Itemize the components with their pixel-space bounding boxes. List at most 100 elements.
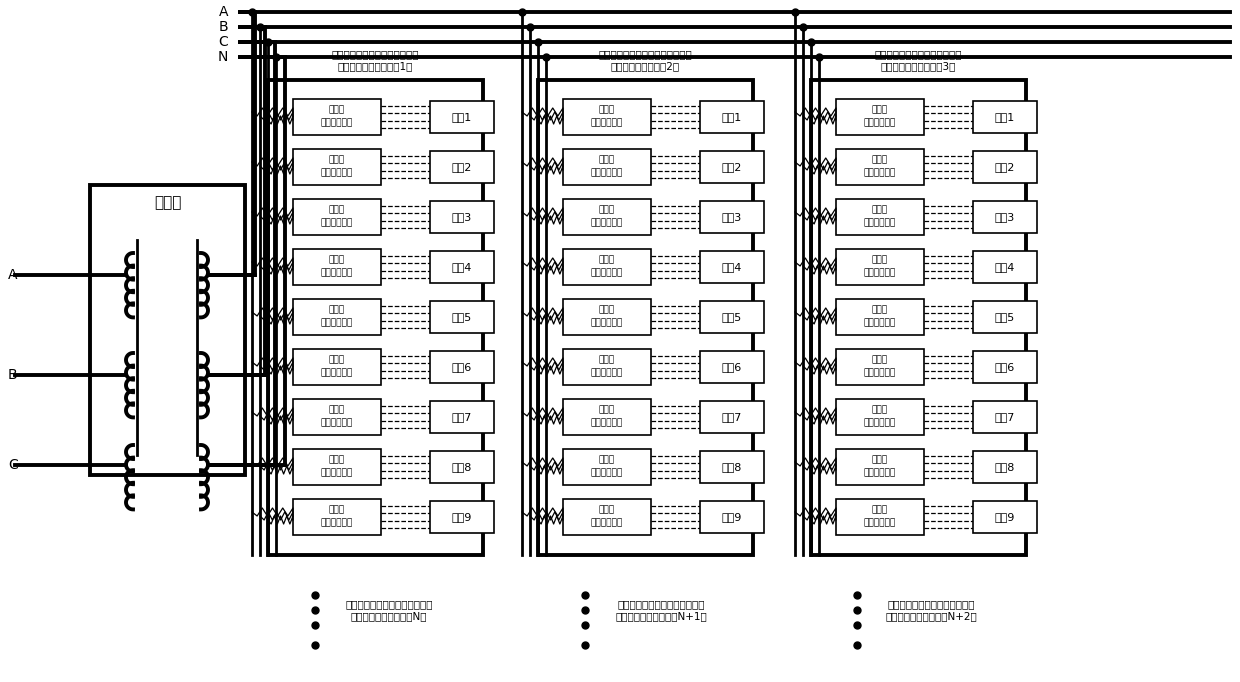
Text: 用户2: 用户2 — [451, 162, 472, 172]
Bar — [293, 149, 381, 185]
Bar — [430, 501, 494, 533]
Text: 智能调相装置: 智能调相装置 — [591, 519, 624, 528]
Bar — [293, 249, 381, 285]
Bar — [430, 251, 494, 283]
Bar — [701, 251, 764, 283]
Text: 智能调相装置: 智能调相装置 — [591, 269, 624, 278]
Text: 智能调相装置: 智能调相装置 — [864, 519, 897, 528]
Bar — [836, 199, 924, 235]
Text: 用户6: 用户6 — [451, 362, 472, 372]
Text: 智能调相装置: 智能调相装置 — [591, 469, 624, 477]
Bar — [701, 351, 764, 383]
Text: 智能调相装置: 智能调相装置 — [864, 369, 897, 378]
Text: 基于物联网、大数据的低压自动预
分布三相线路平衡符2号: 基于物联网、大数据的低压自动预 分布三相线路平衡符2号 — [599, 49, 692, 71]
Text: 智能调相装置: 智能调相装置 — [864, 269, 897, 278]
Bar — [563, 299, 651, 335]
Text: 物联网: 物联网 — [599, 255, 615, 265]
Text: 智能调相装置: 智能调相装置 — [321, 519, 353, 528]
Text: 智能调相装置: 智能调相装置 — [591, 119, 624, 128]
Text: 用户8: 用户8 — [994, 462, 1016, 472]
Text: 物联网: 物联网 — [329, 405, 345, 415]
Bar — [430, 101, 494, 133]
Text: 物联网: 物联网 — [599, 355, 615, 364]
Bar — [701, 101, 764, 133]
Text: 物联网: 物联网 — [872, 205, 888, 214]
Text: 用户3: 用户3 — [722, 212, 742, 222]
Text: 物联网: 物联网 — [872, 456, 888, 464]
Text: 物联网: 物联网 — [329, 255, 345, 265]
Bar — [701, 501, 764, 533]
Text: 智能调相装置: 智能调相装置 — [591, 318, 624, 327]
Text: 基于物联网、大数据的低压自动
预分布三相线路平衡符N+1号: 基于物联网、大数据的低压自动 预分布三相线路平衡符N+1号 — [615, 599, 707, 621]
Text: 物联网: 物联网 — [872, 106, 888, 115]
Text: 智能调相装置: 智能调相装置 — [321, 469, 353, 477]
Text: A: A — [7, 268, 17, 282]
Text: 用户6: 用户6 — [994, 362, 1016, 372]
Bar — [430, 351, 494, 383]
Text: 物联网: 物联网 — [872, 255, 888, 265]
Bar — [563, 499, 651, 535]
Text: 智能调相装置: 智能调相装置 — [321, 119, 353, 128]
Text: 用户2: 用户2 — [722, 162, 743, 172]
Bar — [293, 199, 381, 235]
Text: 用户3: 用户3 — [451, 212, 472, 222]
Text: 物联网: 物联网 — [599, 456, 615, 464]
Bar — [973, 501, 1037, 533]
Bar — [430, 201, 494, 233]
Text: 用户5: 用户5 — [994, 312, 1016, 322]
Bar — [836, 299, 924, 335]
Text: 用户7: 用户7 — [994, 412, 1016, 422]
Text: 物联网: 物联网 — [872, 505, 888, 514]
Bar — [293, 299, 381, 335]
Bar — [701, 201, 764, 233]
Text: 智能调相装置: 智能调相装置 — [864, 168, 897, 178]
Text: 智能调相装置: 智能调相装置 — [864, 219, 897, 228]
Bar — [701, 401, 764, 433]
Bar — [430, 301, 494, 333]
Text: 智能调相装置: 智能调相装置 — [864, 318, 897, 327]
Bar — [973, 301, 1037, 333]
Text: 用户4: 用户4 — [994, 262, 1016, 272]
Text: 物联网: 物联网 — [872, 155, 888, 164]
Text: 用户7: 用户7 — [451, 412, 472, 422]
Text: 物联网: 物联网 — [599, 505, 615, 514]
Text: 智能调相装置: 智能调相装置 — [864, 419, 897, 428]
Text: 用户4: 用户4 — [451, 262, 472, 272]
Text: 用户9: 用户9 — [722, 512, 743, 522]
Bar — [563, 149, 651, 185]
Text: 智能调相装置: 智能调相装置 — [321, 168, 353, 178]
Bar — [973, 101, 1037, 133]
Bar — [811, 80, 1025, 555]
Bar — [701, 301, 764, 333]
Bar — [836, 249, 924, 285]
Text: 物联网: 物联网 — [329, 155, 345, 164]
Text: 智能调相装置: 智能调相装置 — [321, 318, 353, 327]
Text: 智能调相装置: 智能调相装置 — [864, 119, 897, 128]
Text: N: N — [218, 50, 228, 64]
Bar — [91, 185, 246, 475]
Text: 用户3: 用户3 — [994, 212, 1016, 222]
Text: 物联网: 物联网 — [329, 355, 345, 364]
Bar — [563, 249, 651, 285]
Text: 基于物联网、大数据的低压自动
预分布三相线路平衡符3号: 基于物联网、大数据的低压自动 预分布三相线路平衡符3号 — [874, 49, 962, 71]
Bar — [836, 499, 924, 535]
Text: 用户5: 用户5 — [451, 312, 472, 322]
Bar — [701, 451, 764, 483]
Text: 用户1: 用户1 — [994, 112, 1016, 122]
Bar — [293, 499, 381, 535]
Bar — [836, 149, 924, 185]
Text: 智能调相装置: 智能调相装置 — [321, 369, 353, 378]
Text: 用户9: 用户9 — [994, 512, 1016, 522]
Text: 物联网: 物联网 — [329, 456, 345, 464]
Text: 智能调相装置: 智能调相装置 — [321, 419, 353, 428]
Text: 用户1: 用户1 — [451, 112, 472, 122]
Bar — [430, 401, 494, 433]
Text: 物联网: 物联网 — [599, 405, 615, 415]
Text: 用户9: 用户9 — [451, 512, 472, 522]
Bar — [973, 251, 1037, 283]
Bar — [430, 451, 494, 483]
Text: 物联网: 物联网 — [872, 405, 888, 415]
Text: 物联网: 物联网 — [599, 306, 615, 314]
Text: 物联网: 物联网 — [872, 355, 888, 364]
Text: 智能调相装置: 智能调相装置 — [321, 269, 353, 278]
